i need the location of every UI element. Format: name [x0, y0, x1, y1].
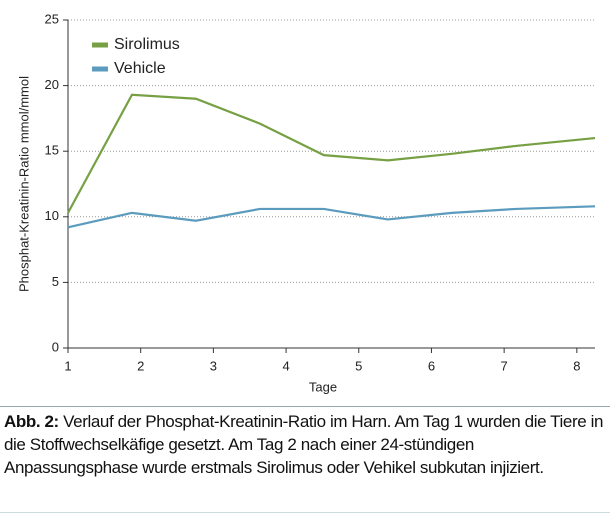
- y-tick-label: 25: [45, 11, 59, 26]
- x-tick-label: 3: [210, 358, 217, 373]
- x-tick-label: 8: [573, 358, 580, 373]
- chart: Phosphat-Kreatinin-Ratio mmol/mmol Tage …: [16, 11, 596, 394]
- caption-text: Verlauf der Phosphat-Kreatinin-Ratio im …: [4, 412, 604, 477]
- x-tick-label: 2: [137, 358, 144, 373]
- legend-label: Sirolimus: [114, 36, 180, 53]
- caption-label: Abb. 2:: [4, 412, 59, 431]
- y-tick-label: 5: [52, 274, 59, 289]
- x-tick-label: 5: [355, 358, 362, 373]
- y-tick-label: 0: [52, 339, 59, 354]
- x-axis-label: Tage: [309, 379, 337, 394]
- y-tick-label: 20: [45, 77, 59, 92]
- rule: [0, 406, 610, 407]
- rule: [0, 512, 610, 513]
- series-line: [67, 93, 596, 214]
- y-axis-label: Phosphat-Kreatinin-Ratio mmol/mmol: [16, 76, 31, 292]
- x-tick-label: 6: [428, 358, 435, 373]
- legend-label: Vehicle: [114, 60, 166, 77]
- x-tick-label: 4: [282, 358, 289, 373]
- caption: Abb. 2: Verlauf der Phosphat-Kreatinin-R…: [4, 410, 606, 479]
- y-tick-label: 15: [45, 143, 59, 158]
- x-tick-label: 7: [501, 358, 508, 373]
- y-tick-label: 10: [45, 208, 59, 223]
- x-tick-label: 1: [64, 358, 71, 373]
- series-line: [67, 205, 596, 229]
